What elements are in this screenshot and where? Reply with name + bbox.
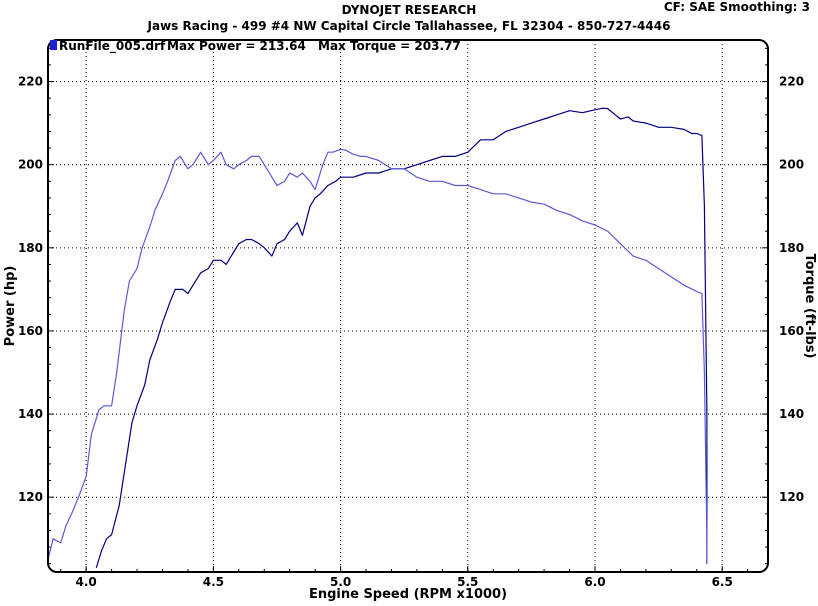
x-tick-label: 6.5 [712,575,733,589]
correction-factor-label: CF: SAE Smoothing: 3 [663,0,810,14]
legend-run: RunFile_005.drf [59,39,166,54]
plot-frame [47,39,769,573]
y-tick-label: 120 [18,490,43,504]
x-tick-label: 4.5 [203,575,224,589]
series-line-power [95,107,708,568]
x-tick-label: 4.0 [76,575,97,589]
grid-lines [48,40,768,572]
legend-max-power: Max Power = 213.64 [167,39,306,53]
y2-tick-label: 220 [779,75,804,89]
y-tick-label: 160 [18,324,43,338]
y2-tick-label: 160 [779,324,804,338]
series-line-torque [47,148,708,564]
legend-max-torque: Max Torque = 203.77 [318,39,461,53]
y2-tick-label: 180 [779,241,804,255]
chart-title: DYNOJET RESEARCH [341,3,477,17]
x-tick-label: 5.5 [457,575,478,589]
y-tick-label: 200 [18,158,43,172]
legend: RunFile_005.drf Max Power = 213.64 Max T… [50,39,461,54]
chart-subtitle: Jaws Racing - 499 #4 NW Capital Circle T… [147,19,671,33]
series-layer [47,107,708,568]
y-axis-label: Power (hp) [3,266,18,347]
y-tick-label: 140 [18,407,43,421]
y-tick-label: 220 [18,75,43,89]
y2-tick-label: 200 [779,158,804,172]
x-tick-label: 6.0 [584,575,605,589]
legend-swatch [50,40,57,50]
axis-ticks: 4.0 4.5 5.0 5.5 6.0 6.5 120 120 140 140 160 160 180 1… [18,47,804,589]
y2-tick-label: 140 [779,407,804,421]
y-tick-label: 180 [18,241,43,255]
y2-axis-label: Torque (ft-lbs) [802,253,817,358]
y2-tick-label: 120 [779,490,804,504]
x-axis-label: Engine Speed (RPM x1000) [309,587,507,602]
x-tick-label: 5.0 [330,575,351,589]
